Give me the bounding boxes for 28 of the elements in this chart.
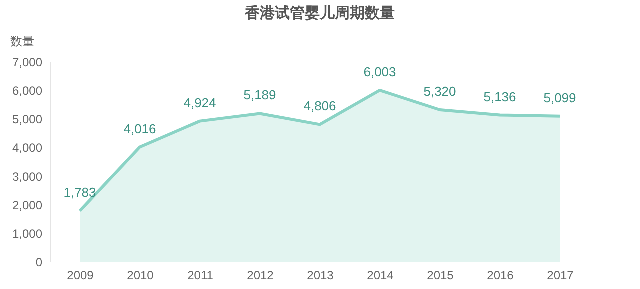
y-tick-label: 7,000 (12, 56, 43, 70)
data-label: 4,016 (124, 121, 156, 136)
x-tick-label: 2012 (247, 268, 274, 282)
y-tick-label: 0 (36, 256, 43, 270)
data-label: 5,320 (424, 84, 456, 99)
x-tick-label: 2016 (487, 268, 514, 282)
y-tick-label: 2,000 (12, 198, 43, 212)
chart-title: 香港试管婴儿周期数量 (244, 5, 395, 22)
data-label: 6,003 (364, 64, 396, 80)
data-label: 4,806 (304, 98, 336, 114)
data-label: 5,099 (544, 90, 576, 106)
y-tick-label: 5,000 (12, 112, 43, 127)
y-tick-label: 1,000 (12, 226, 43, 241)
y-tick-label: 3,000 (12, 170, 43, 184)
x-tick-label: 2017 (547, 268, 574, 282)
data-label: 4,924 (184, 95, 216, 110)
x-tick-label: 2015 (427, 268, 454, 282)
x-tick-label: 2009 (67, 268, 94, 282)
x-tick-label: 2013 (307, 268, 334, 282)
data-label: 5,189 (244, 88, 276, 103)
y-tick-label: 4,000 (12, 141, 43, 156)
x-tick-label: 2010 (127, 268, 154, 282)
data-label: 5,136 (484, 89, 516, 104)
y-tick-label: 6,000 (12, 84, 43, 98)
y-axis-title: 数量 (10, 34, 34, 48)
x-tick-label: 2014 (367, 268, 394, 282)
data-label: 1,783 (64, 185, 96, 200)
x-tick-label: 2011 (188, 268, 214, 282)
